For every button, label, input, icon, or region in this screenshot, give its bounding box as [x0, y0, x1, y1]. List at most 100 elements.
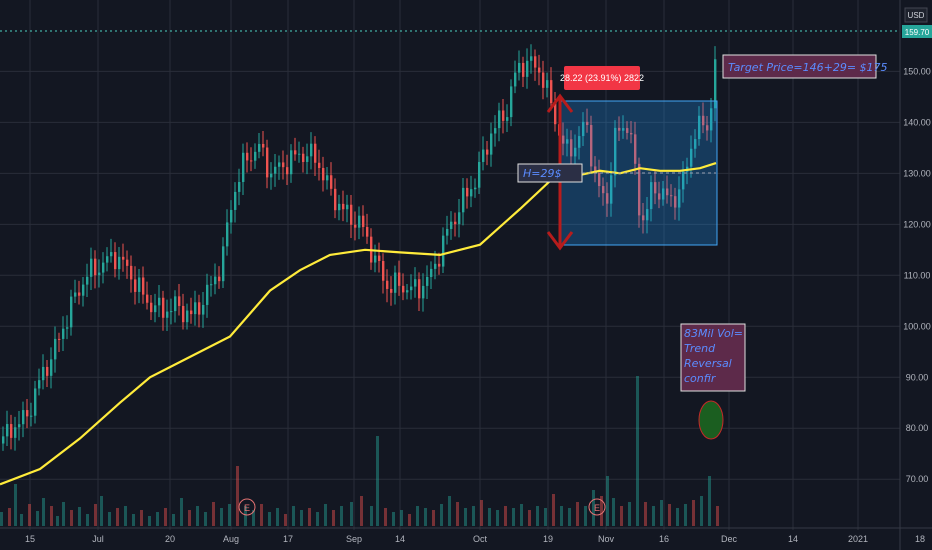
volume-bar	[472, 506, 475, 526]
volume-bar	[268, 512, 271, 526]
candle-body	[334, 188, 337, 211]
candle-body	[450, 221, 453, 229]
candle-body	[158, 297, 161, 306]
volume-bar	[284, 514, 287, 526]
candle-body	[694, 139, 697, 149]
volume-bar	[62, 502, 65, 526]
candle-body	[94, 258, 97, 276]
candles	[2, 44, 717, 451]
candle-body	[98, 272, 101, 276]
candle-body	[586, 121, 589, 126]
candle-body	[2, 436, 5, 444]
candle-body	[18, 424, 21, 428]
volume-bar	[188, 510, 191, 526]
candle-body	[110, 252, 113, 257]
target-note-box[interactable]	[722, 54, 877, 79]
candle-body	[486, 149, 489, 155]
candle-body	[658, 193, 661, 200]
volume-bar	[220, 508, 223, 526]
arrow-head-down	[546, 231, 574, 251]
volume-bar	[340, 506, 343, 526]
volume-bar	[204, 512, 207, 526]
candle-body	[378, 255, 381, 262]
volume-bar	[684, 504, 687, 526]
candle-body	[670, 195, 673, 197]
candle-body	[550, 80, 553, 104]
volume-bar	[28, 504, 31, 526]
volume-bar	[432, 510, 435, 526]
time-tick-4: 17	[283, 534, 293, 544]
candle-body	[454, 221, 457, 225]
volume-bars	[0, 376, 719, 526]
candle-body	[310, 143, 313, 157]
candle-body	[274, 166, 277, 174]
price-scale[interactable]: 70.00 80.00 90.00 100.00 110.00 120.00 130.00 1…	[903, 66, 931, 484]
candle-body	[322, 167, 325, 181]
volume-bar	[308, 508, 311, 526]
earnings-marker-2[interactable]	[588, 498, 606, 516]
candle-body	[466, 187, 469, 197]
candle-body	[58, 338, 61, 340]
candle-body	[666, 188, 669, 196]
candle-body	[574, 147, 577, 157]
candle-body	[566, 139, 569, 144]
volume-bar	[400, 510, 403, 526]
volume-bar	[350, 502, 353, 526]
price-tick-7: 140.00	[903, 117, 931, 127]
earnings-marker-1[interactable]	[238, 498, 256, 516]
volume-bar	[560, 506, 563, 526]
volume-note-box[interactable]	[680, 323, 746, 392]
candle-body	[634, 134, 637, 164]
candle-body	[646, 209, 649, 221]
candle-body	[622, 128, 625, 131]
candle-body	[714, 59, 717, 109]
currency-badge[interactable]	[904, 7, 928, 23]
candle-body	[398, 272, 401, 286]
volume-bar	[612, 498, 615, 526]
candle-body	[306, 156, 309, 162]
price-tick-6: 130.00	[903, 168, 931, 178]
volume-bar	[14, 484, 17, 526]
candle-body	[546, 80, 549, 88]
volume-bar	[100, 496, 103, 526]
volume-bar	[56, 516, 59, 526]
volume-bar	[86, 514, 89, 526]
candle-body	[330, 175, 333, 189]
volume-bar	[376, 436, 379, 526]
candle-body	[602, 186, 605, 194]
candle-body	[478, 161, 481, 188]
candle-body	[606, 193, 609, 204]
candle-body	[30, 415, 33, 417]
earnings-marker-2-label: E	[594, 503, 600, 513]
price-tick-1: 80.00	[906, 423, 929, 433]
candle-body	[242, 152, 245, 182]
earnings-marker-1-label: E	[244, 503, 250, 513]
volume-bar	[668, 504, 671, 526]
time-scale[interactable]: 15 Jul 20 Aug 17 Sep 14 Oct 19 Nov 16 Dec 14 2021 18	[0, 527, 932, 544]
volume-highlight-circle[interactable]	[698, 400, 724, 440]
price-tick-8: 150.00	[903, 66, 931, 76]
volume-bar	[416, 506, 419, 526]
volume-bar	[504, 506, 507, 526]
candle-body	[462, 187, 465, 213]
volume-bar	[620, 506, 623, 526]
measure-label-box	[564, 66, 640, 90]
candle-body	[638, 163, 641, 216]
volume-bar	[116, 508, 119, 526]
candle-body	[194, 302, 197, 315]
volume-bar	[244, 506, 247, 526]
candle-body	[178, 296, 181, 306]
candle-body	[62, 328, 65, 339]
candle-body	[202, 304, 205, 315]
time-tick-14: 18	[915, 534, 925, 544]
candle-body	[482, 149, 485, 162]
candle-body	[298, 153, 301, 155]
candle-body	[282, 162, 285, 168]
candle-body	[706, 125, 709, 131]
arrow-head-up	[546, 93, 574, 113]
volume-bar	[464, 508, 467, 526]
candle-body	[590, 125, 593, 167]
candle-body	[278, 162, 281, 167]
candle-body	[42, 366, 45, 381]
